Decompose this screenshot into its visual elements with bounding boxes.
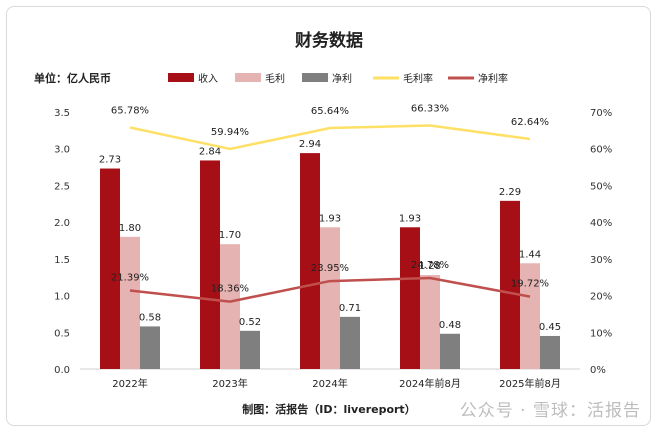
bar-1-3	[420, 275, 440, 369]
left-tick-label: 1.5	[54, 255, 70, 266]
line-value-label: 62.64%	[511, 117, 549, 128]
bar-1-0	[120, 236, 140, 369]
bar-value-label: 2.94	[299, 139, 321, 150]
bar-value-label: 1.28	[419, 261, 441, 272]
bar-0-2	[300, 153, 320, 369]
bar-1-1	[220, 244, 240, 369]
bar-value-label: 1.93	[319, 213, 341, 224]
line-value-label: 66.33%	[411, 103, 449, 114]
line-value-label: 65.78%	[111, 105, 149, 116]
right-tick-label: 10%	[590, 328, 612, 339]
category-label: 2023年	[212, 377, 247, 390]
line-series-0	[129, 124, 531, 151]
bar-value-label: 2.84	[199, 146, 221, 157]
bar-2-2	[340, 316, 360, 369]
bar-value-label: 2.29	[499, 187, 521, 198]
bar-2-1	[240, 330, 260, 369]
right-tick-label: 50%	[590, 181, 612, 192]
left-tick-label: 0.0	[54, 365, 70, 376]
line-value-label: 21.39%	[111, 272, 149, 283]
bar-value-label: 0.71	[339, 303, 361, 314]
bar-0-0	[100, 168, 120, 369]
watermark-text: 公众号 · 雪球：活报告	[459, 401, 641, 421]
legend-swatch-0	[168, 73, 194, 82]
line-value-label: 24.78%	[411, 260, 449, 271]
left-tick-label: 0.5	[54, 328, 70, 339]
line-value-label: 23.95%	[311, 263, 349, 274]
left-tick-label: 1.0	[54, 292, 70, 303]
bar-value-label: 0.58	[139, 312, 161, 323]
line-series-1	[129, 276, 531, 303]
line-value-label: 19.72%	[511, 279, 549, 290]
right-tick-label: 20%	[590, 292, 612, 303]
bar-value-label: 0.52	[239, 317, 261, 328]
bar-value-label: 1.93	[399, 213, 421, 224]
category-label: 2025年前8月	[499, 377, 561, 390]
unit-label: 单位：亿人民币	[34, 71, 111, 85]
bar-value-label: 1.44	[519, 249, 541, 260]
bar-2-3	[440, 333, 460, 369]
right-tick-label: 30%	[590, 255, 612, 266]
legend-label-0: 收入	[198, 72, 218, 85]
line-value-label: 65.64%	[311, 106, 349, 117]
source-note: 制图：活报告（ID：livereport）	[242, 402, 415, 416]
bar-1-2	[320, 227, 340, 369]
bar-0-4	[500, 200, 520, 369]
bar-2-0	[140, 326, 160, 369]
bar-value-label: 1.80	[119, 223, 141, 234]
legend-label-4: 净利率	[478, 72, 508, 85]
left-tick-label: 2.5	[54, 181, 70, 192]
right-tick-label: 0%	[590, 365, 606, 376]
right-tick-label: 60%	[590, 145, 612, 156]
bar-value-label: 0.45	[539, 322, 561, 333]
bar-value-label: 2.73	[99, 155, 121, 166]
left-tick-label: 2.0	[54, 218, 70, 229]
legend-swatch-2	[302, 73, 328, 82]
chart-title: 财务数据	[294, 30, 363, 51]
category-label: 2024年	[312, 377, 347, 390]
legend-swatch-1	[235, 73, 261, 82]
right-tick-label: 40%	[590, 218, 612, 229]
left-tick-label: 3.5	[54, 108, 70, 119]
category-label: 2022年	[112, 377, 147, 390]
legend-label-1: 毛利	[265, 73, 285, 85]
bar-1-4	[520, 263, 540, 369]
right-tick-label: 70%	[590, 108, 612, 119]
legend-label-2: 净利	[332, 72, 352, 85]
left-tick-label: 3.0	[54, 145, 70, 156]
bar-2-4	[540, 335, 560, 369]
line-value-label: 59.94%	[211, 127, 249, 138]
bar-0-3	[400, 227, 420, 369]
legend-label-3: 毛利率	[403, 72, 433, 85]
category-label: 2024年前8月	[399, 377, 461, 390]
bar-0-1	[200, 160, 220, 369]
bar-value-label: 1.70	[219, 230, 241, 241]
bar-value-label: 0.48	[439, 320, 461, 331]
line-value-label: 18.36%	[211, 284, 249, 295]
